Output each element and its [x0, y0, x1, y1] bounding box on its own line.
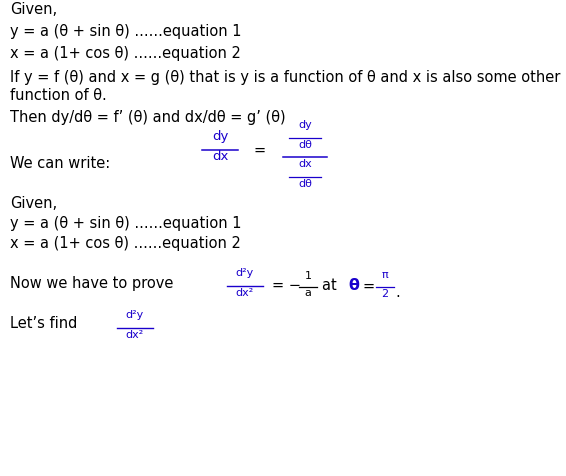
Text: dx: dx	[212, 150, 228, 163]
Text: d²y: d²y	[126, 310, 144, 320]
Text: x = a (1+ cos θ) ......equation 2: x = a (1+ cos θ) ......equation 2	[10, 46, 241, 61]
Text: x = a (1+ cos θ) ......equation 2: x = a (1+ cos θ) ......equation 2	[10, 236, 241, 251]
Text: dθ: dθ	[298, 140, 312, 150]
Text: dy: dy	[212, 130, 228, 143]
Text: Given,: Given,	[10, 196, 57, 211]
Text: = −: = −	[272, 278, 301, 294]
Text: dx: dx	[298, 159, 312, 169]
Text: 1: 1	[305, 271, 311, 281]
Text: θ: θ	[348, 278, 359, 294]
Text: function of θ.: function of θ.	[10, 88, 107, 103]
Text: If y = f (θ) and x = g (θ) that is y is a function of θ and x is also some other: If y = f (θ) and x = g (θ) that is y is …	[10, 70, 560, 85]
Text: 2: 2	[381, 289, 389, 299]
Text: dθ: dθ	[298, 179, 312, 189]
Text: at: at	[322, 278, 341, 294]
Text: a: a	[305, 288, 311, 298]
Text: =: =	[254, 142, 266, 158]
Text: Given,: Given,	[10, 2, 57, 17]
Text: π: π	[381, 270, 388, 280]
Text: d²y: d²y	[236, 268, 254, 278]
Text: .: .	[395, 285, 400, 300]
Text: We can write:: We can write:	[10, 156, 110, 171]
Text: y = a (θ + sin θ) ......equation 1: y = a (θ + sin θ) ......equation 1	[10, 216, 242, 231]
Text: =: =	[362, 278, 374, 294]
Text: Then dy/dθ = f’ (θ) and dx/dθ = g’ (θ): Then dy/dθ = f’ (θ) and dx/dθ = g’ (θ)	[10, 110, 286, 125]
Text: dy: dy	[298, 120, 312, 130]
Text: y = a (θ + sin θ) ......equation 1: y = a (θ + sin θ) ......equation 1	[10, 24, 242, 39]
Text: Now we have to prove: Now we have to prove	[10, 276, 173, 291]
Text: dx²: dx²	[236, 288, 254, 298]
Text: Let’s find: Let’s find	[10, 316, 78, 331]
Text: dx²: dx²	[126, 330, 144, 340]
